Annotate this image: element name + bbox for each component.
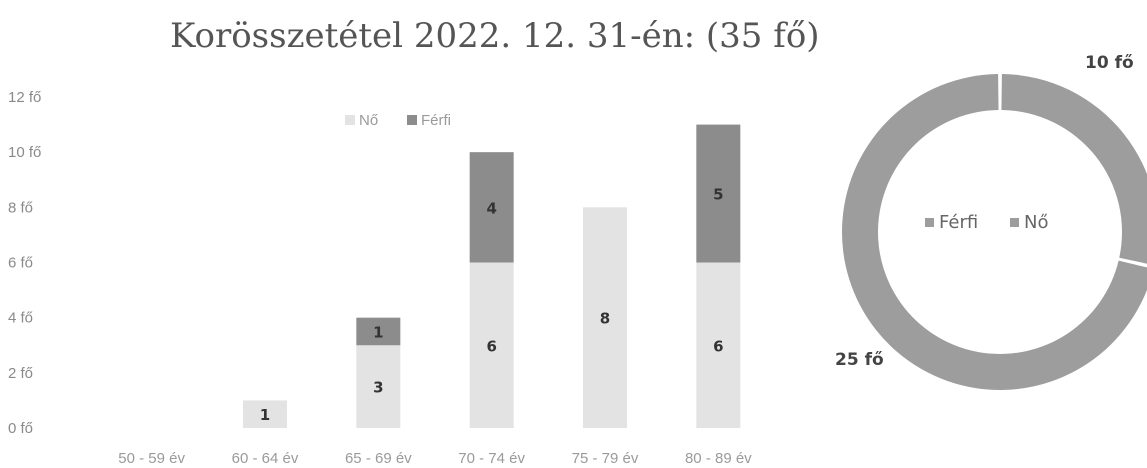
legend-swatch-ferfi bbox=[407, 115, 417, 125]
donut-slice-ferfi bbox=[1001, 74, 1147, 264]
bar-chart: 0 fő 2 fő 4 fő 6 fő 8 fő 10 fő 12 fő 50 - 59 év… bbox=[8, 89, 752, 467]
x-tick-label: 75 - 79 év bbox=[572, 450, 639, 467]
bar-ferfi bbox=[696, 124, 741, 263]
x-tick-label: 60 - 64 év bbox=[232, 450, 299, 467]
donut-label-no: 25 fő bbox=[835, 350, 884, 370]
y-tick-label: 8 fő bbox=[8, 199, 33, 216]
legend-label-ferfi: Férfi bbox=[421, 112, 451, 129]
bar-no bbox=[696, 262, 741, 428]
bar-no bbox=[583, 207, 627, 428]
donut-legend-swatch bbox=[1010, 218, 1019, 227]
x-tick-label: 50 - 59 év bbox=[118, 450, 185, 467]
y-tick-label: 6 fő bbox=[8, 255, 33, 272]
donut-label-ferfi: 10 fő bbox=[1085, 53, 1134, 73]
y-tick-label: 2 fő bbox=[8, 365, 33, 382]
donut-legend-swatch bbox=[925, 218, 934, 227]
legend-swatch-no bbox=[345, 115, 355, 125]
x-tick-label: 65 - 69 év bbox=[345, 450, 412, 467]
y-tick-label: 12 fő bbox=[8, 89, 41, 106]
bar-data-label: 1 bbox=[373, 323, 383, 341]
bar-data-label: 5 bbox=[713, 186, 723, 204]
x-tick-label: 80 - 89 év bbox=[685, 450, 752, 467]
y-tick-label: 0 fő bbox=[8, 420, 33, 437]
bar-data-label: 4 bbox=[486, 199, 496, 217]
bar-no bbox=[356, 345, 401, 428]
bar-data-label: 8 bbox=[600, 310, 610, 328]
donut-legend-label: Nő bbox=[1024, 212, 1048, 233]
donut-legend-label: Férfi bbox=[939, 212, 978, 233]
donut-chart: 10 fő 25 fő Férfi Nő bbox=[835, 53, 1147, 390]
y-tick-label: 10 fő bbox=[8, 144, 41, 161]
chart-title: Korösszetétel 2022. 12. 31-én: (35 fő) bbox=[170, 16, 820, 56]
bar-no bbox=[243, 400, 287, 428]
bar-data-label: 6 bbox=[486, 337, 496, 355]
bar-ferfi bbox=[356, 317, 401, 346]
y-tick-label: 4 fő bbox=[8, 310, 33, 327]
bar-ferfi bbox=[469, 152, 514, 263]
x-tick-label: 70 - 74 év bbox=[458, 450, 525, 467]
legend-label-no: Nő bbox=[359, 112, 378, 129]
bar-data-label: 3 bbox=[373, 379, 383, 397]
bar-data-label: 6 bbox=[713, 337, 723, 355]
bar-no bbox=[469, 262, 514, 428]
bar-data-label: 1 bbox=[260, 406, 270, 424]
